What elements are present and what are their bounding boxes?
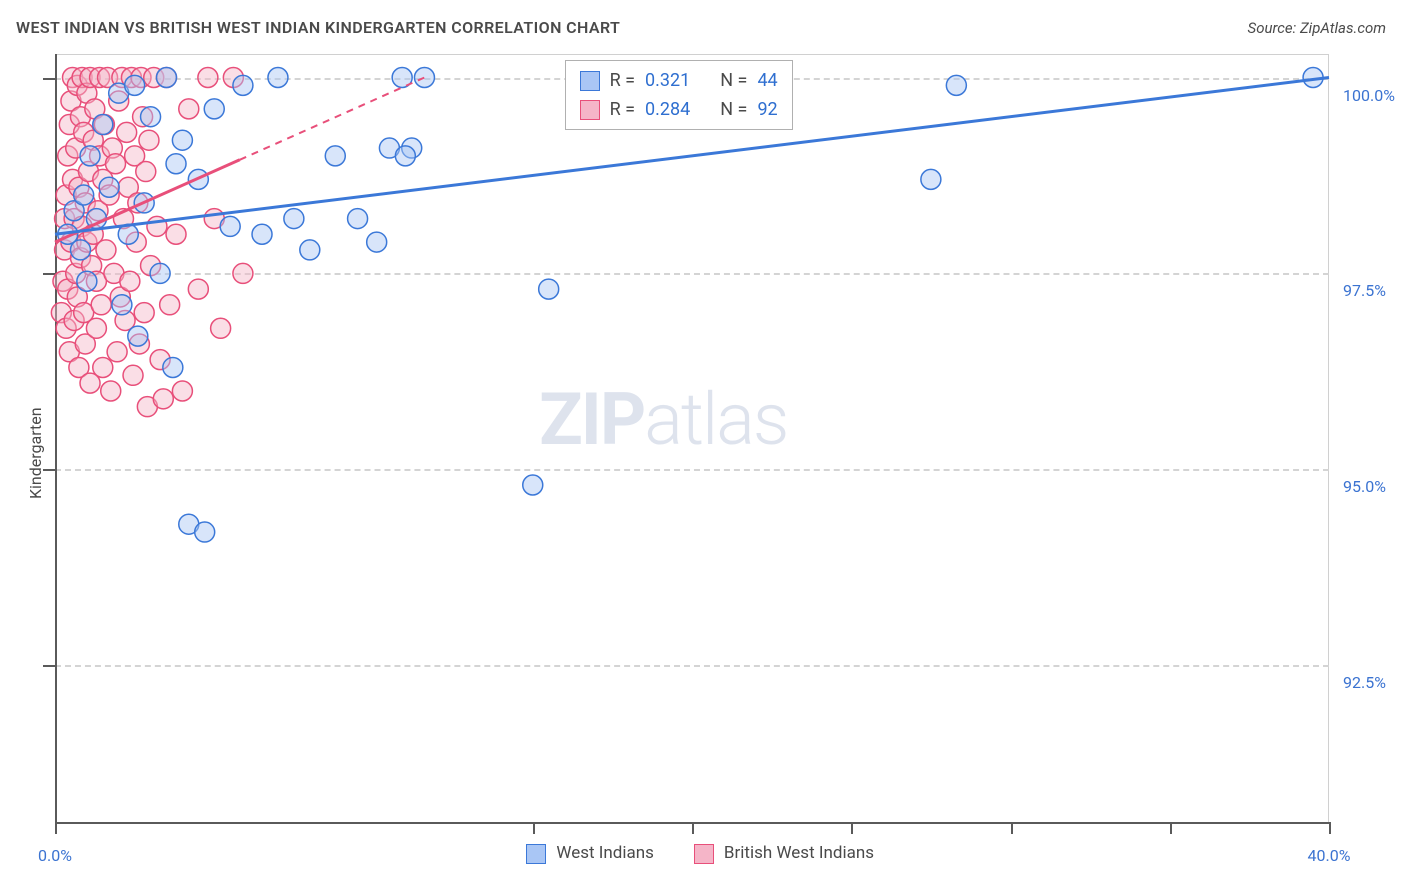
scatter-point-a: [172, 130, 192, 150]
stats-row-a: R = 0.321 N = 44: [580, 67, 778, 96]
scatter-point-a: [125, 75, 145, 95]
swatch-a: [580, 71, 600, 91]
scatter-point-a: [539, 279, 559, 299]
series-legend: West Indians British West Indians: [526, 840, 874, 867]
scatter-point-a: [220, 216, 240, 236]
scatter-point-b: [188, 279, 208, 299]
n-value: 44: [757, 67, 777, 96]
scatter-point-a: [112, 295, 132, 315]
stats-row-b: R = 0.284 N = 92: [580, 96, 778, 125]
scatter-point-a: [128, 326, 148, 346]
scatter-point-b: [107, 342, 127, 362]
scatter-point-b: [86, 318, 106, 338]
scatter-point-b: [120, 271, 140, 291]
scatter-point-b: [101, 381, 121, 401]
scatter-point-a: [523, 475, 543, 495]
scatter-point-a: [163, 357, 183, 377]
legend-label: British West Indians: [724, 840, 874, 867]
scatter-plot: [0, 0, 1406, 892]
scatter-point-a: [70, 240, 90, 260]
scatter-point-b: [96, 240, 116, 260]
scatter-point-b: [106, 154, 126, 174]
scatter-point-a: [233, 75, 253, 95]
r-value: 0.284: [645, 96, 690, 125]
scatter-point-b: [198, 68, 218, 88]
legend-label: West Indians: [556, 840, 654, 867]
scatter-point-b: [134, 303, 154, 323]
scatter-point-a: [300, 240, 320, 260]
scatter-point-a: [921, 169, 941, 189]
scatter-point-a: [77, 271, 97, 291]
scatter-point-a: [252, 224, 272, 244]
scatter-point-b: [91, 295, 111, 315]
scatter-point-a: [348, 209, 368, 229]
r-label: R =: [610, 96, 635, 125]
scatter-point-b: [172, 381, 192, 401]
scatter-point-a: [99, 177, 119, 197]
n-value: 92: [757, 96, 777, 125]
scatter-point-a: [93, 115, 113, 135]
r-value: 0.321: [645, 67, 690, 96]
correlation-stats-box: R = 0.321 N = 44 R = 0.284 N = 92: [565, 60, 793, 130]
swatch-b: [694, 844, 714, 864]
scatter-point-a: [204, 99, 224, 119]
scatter-point-b: [93, 357, 113, 377]
scatter-point-b: [123, 365, 143, 385]
swatch-a: [526, 844, 546, 864]
scatter-point-b: [139, 130, 159, 150]
scatter-point-b: [153, 389, 173, 409]
legend-item-b: British West Indians: [694, 840, 874, 867]
scatter-point-a: [284, 209, 304, 229]
scatter-point-a: [156, 68, 176, 88]
scatter-point-a: [195, 522, 215, 542]
scatter-point-a: [367, 232, 387, 252]
r-label: R =: [610, 67, 635, 96]
scatter-point-a: [166, 154, 186, 174]
scatter-point-a: [395, 146, 415, 166]
scatter-point-b: [166, 224, 186, 244]
legend-item-a: West Indians: [526, 840, 654, 867]
scatter-point-b: [211, 318, 231, 338]
swatch-b: [580, 100, 600, 120]
n-label: N =: [720, 96, 747, 125]
scatter-point-b: [117, 122, 137, 142]
scatter-point-a: [946, 75, 966, 95]
scatter-point-b: [233, 263, 253, 283]
scatter-point-a: [80, 146, 100, 166]
scatter-point-a: [325, 146, 345, 166]
scatter-point-a: [150, 263, 170, 283]
scatter-point-b: [179, 99, 199, 119]
scatter-point-b: [136, 162, 156, 182]
scatter-point-a: [141, 107, 161, 127]
scatter-point-b: [160, 295, 180, 315]
scatter-point-a: [74, 185, 94, 205]
scatter-point-a: [268, 68, 288, 88]
n-label: N =: [720, 67, 747, 96]
